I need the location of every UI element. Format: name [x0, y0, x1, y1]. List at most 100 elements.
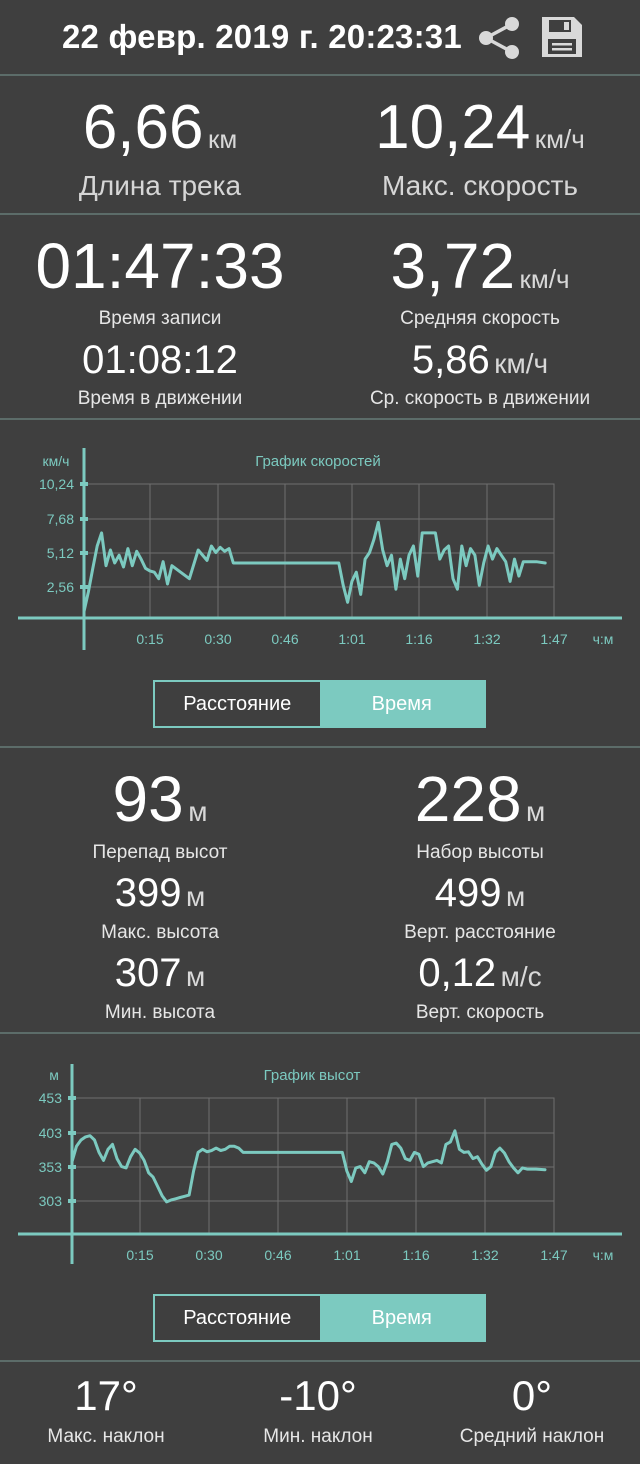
divider — [0, 1032, 640, 1034]
elevation-chart-svg: 453 403 353 303 0:15 0:30 0:46 1:01 1:16 1:32 1:47… — [18, 1064, 622, 1264]
elevation-drop-stat: 93 м — [0, 762, 320, 836]
chart-y-axis-label: м — [49, 1067, 59, 1083]
chart-x-tick-label: 0:46 — [264, 1247, 291, 1263]
track-length-unit: км — [207, 124, 238, 154]
speed-toggle-distance[interactable]: Расстояние — [183, 692, 292, 715]
divider — [0, 1360, 640, 1362]
max-speed-value: 10,24 — [375, 93, 531, 162]
record-time-label: Время записи — [98, 308, 222, 329]
chart-x-tick-label: 0:30 — [204, 631, 231, 647]
avg-speed-unit: км/ч — [519, 264, 570, 294]
elevation-max-label: Макс. высота — [101, 922, 219, 943]
moving-time-value: 01:08:12 — [82, 338, 238, 382]
floppy-disk-icon[interactable] — [540, 15, 584, 59]
chart-grid-border — [83, 483, 555, 619]
elevation-gain-unit: м — [525, 796, 546, 827]
chart-x-tick-label: 1:32 — [471, 1247, 498, 1263]
avg-speed-value: 3,72 — [390, 230, 516, 302]
vert-speed-stat: 0,12 м/с — [320, 951, 640, 996]
chart-y-tick-label: 453 — [39, 1090, 63, 1106]
vert-distance-stat: 499 м — [320, 871, 640, 916]
chart-x-tick-label: 0:15 — [136, 631, 163, 647]
vert-speed-unit: м/с — [500, 961, 542, 992]
track-length-stat: 6,66 км — [0, 92, 320, 163]
avg-slope-value: 0° — [511, 1372, 553, 1419]
divider — [0, 74, 640, 76]
chart-x-tick-label: 0:30 — [195, 1247, 222, 1263]
chart-title: График скоростей — [255, 453, 381, 470]
avg-moving-speed-value: 5,86 — [411, 338, 490, 382]
elevation-max-value: 399 — [114, 871, 182, 915]
elevation-drop-value: 93 — [112, 763, 184, 835]
chart-x-tick-label: 1:47 — [540, 631, 567, 647]
chart-x-tick-label: 1:01 — [333, 1247, 360, 1263]
vert-speed-value: 0,12 — [418, 951, 497, 995]
elevation-chart[interactable]: 453 403 353 303 0:15 0:30 0:46 1:01 1:16 1:32 1:47… — [0, 1056, 640, 1276]
elevation-toggle-time[interactable]: Время — [319, 1296, 484, 1340]
chart-title: График высот — [264, 1067, 361, 1084]
elevation-max-stat: 399 м — [0, 871, 320, 916]
elevation-toggle-distance[interactable]: Расстояние — [183, 1306, 292, 1329]
chart-x-tick-label: 1:16 — [405, 631, 432, 647]
chart-x-tick-label: 1:32 — [473, 631, 500, 647]
chart-y-tick-label: 403 — [39, 1125, 63, 1141]
chart-series-line — [82, 521, 547, 613]
chart-y-tick-label: 303 — [39, 1193, 63, 1209]
elevation-gain-label: Набор высоты — [416, 842, 544, 863]
max-speed-unit: км/ч — [534, 124, 585, 154]
vert-speed-label: Верт. скорость — [415, 1002, 545, 1023]
vert-distance-label: Верт. расстояние — [404, 922, 556, 943]
track-length-label: Длина трека — [78, 170, 242, 201]
chart-x-tick-label: 0:46 — [271, 631, 298, 647]
avg-moving-speed-label: Ср. скорость в движении — [369, 388, 591, 409]
speed-chart[interactable]: 10,24 7,68 5,12 2,56 0:15 0:30 0:46 1:01 1:16 1:3… — [0, 440, 640, 660]
elevation-min-stat: 307 м — [0, 951, 320, 996]
avg-speed-stat: 3,72 км/ч — [320, 229, 640, 303]
speed-toggle-time[interactable]: Время — [319, 682, 484, 726]
elevation-min-value: 307 — [114, 951, 182, 995]
vert-distance-value: 499 — [434, 871, 502, 915]
moving-time-label: Время в движении — [77, 388, 243, 409]
divider — [0, 213, 640, 215]
chart-x-tick-label: 1:47 — [540, 1247, 567, 1263]
chart-series-line — [70, 1129, 547, 1204]
min-slope-label: Мин. наклон — [263, 1426, 373, 1447]
chart-y-tick-label: 5,12 — [47, 545, 74, 561]
chart-x-axis-label: ч:м — [593, 631, 614, 647]
chart-x-axis-label: ч:м — [593, 1247, 614, 1263]
chart-y-tick-label: 7,68 — [47, 511, 74, 527]
avg-moving-speed-stat: 5,86 км/ч — [320, 338, 640, 383]
chart-y-tick-label: 353 — [39, 1159, 63, 1175]
elevation-max-unit: м — [185, 881, 206, 912]
speed-chart-toggle: Расстояние Время — [153, 680, 486, 728]
track-datetime-title: 22 февр. 2019 г. 20:23:31 — [62, 18, 462, 55]
elevation-min-unit: м — [185, 961, 206, 992]
chart-y-tick-label: 10,24 — [39, 476, 74, 492]
vert-distance-unit: м — [505, 881, 526, 912]
max-speed-label: Макс. скорость — [381, 170, 579, 201]
divider — [0, 746, 640, 748]
avg-speed-label: Средняя скорость — [400, 308, 560, 329]
track-length-value: 6,66 — [82, 93, 204, 162]
speed-chart-svg: 10,24 7,68 5,12 2,56 0:15 0:30 0:46 1:01 1:16 1:3… — [18, 448, 622, 650]
min-slope-value: -10° — [279, 1372, 357, 1419]
chart-y-axis-label: км/ч — [43, 453, 70, 469]
chart-x-tick-label: 0:15 — [126, 1247, 153, 1263]
elevation-min-label: Мин. высота — [104, 1002, 216, 1023]
avg-moving-speed-unit: км/ч — [494, 348, 549, 379]
max-slope-label: Макс. наклон — [47, 1426, 165, 1447]
elevation-drop-label: Перепад высот — [92, 842, 228, 863]
chart-y-tick-label: 2,56 — [47, 579, 74, 595]
max-speed-stat: 10,24 км/ч — [320, 92, 640, 163]
record-time-value: 01:47:33 — [35, 230, 285, 302]
chart-x-tick-label: 1:16 — [402, 1247, 429, 1263]
share-icon[interactable] — [476, 16, 522, 60]
avg-slope-label: Средний наклон — [459, 1426, 605, 1447]
elevation-gain-stat: 228 м — [320, 762, 640, 836]
divider — [0, 418, 640, 420]
elevation-drop-unit: м — [188, 796, 208, 827]
chart-x-tick-label: 1:01 — [338, 631, 365, 647]
elevation-chart-toggle: Расстояние Время — [153, 1294, 486, 1342]
max-slope-value: 17° — [74, 1372, 138, 1419]
elevation-gain-value: 228 — [414, 763, 522, 835]
